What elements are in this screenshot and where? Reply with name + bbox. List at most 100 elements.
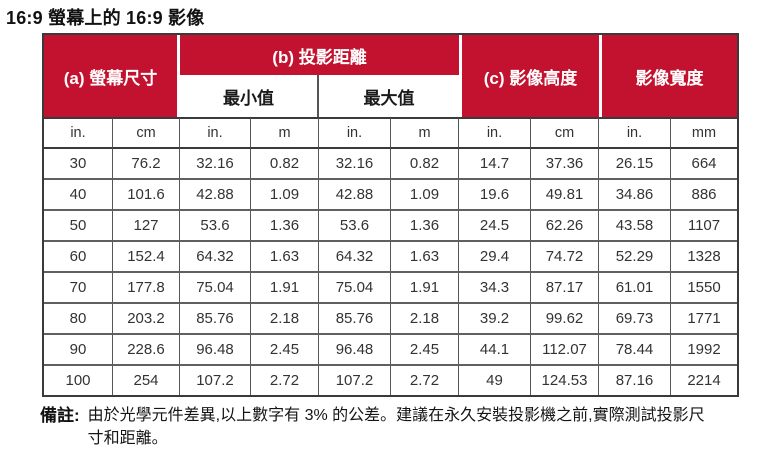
unit-cell: mm xyxy=(671,117,737,149)
projection-table-container: (a) 螢幕尺寸 (b) 投影距離 (c) 影像高度 影像寬度 最小值 最大值 … xyxy=(42,33,739,397)
table-cell: 1771 xyxy=(671,304,737,335)
table-cell: 52.29 xyxy=(599,242,671,273)
table-body: 30 76.2 32.16 0.82 32.16 0.82 14.7 37.36 26.15 66… xyxy=(44,149,737,395)
table-row: 100 254 107.2 2.72 107.2 2.72 49 124.53 87.16 221… xyxy=(44,366,737,395)
table-cell: 1.36 xyxy=(391,211,459,242)
table-cell: 2.72 xyxy=(251,366,319,395)
table-row: 80 203.2 85.76 2.18 85.76 2.18 39.2 99.62 69.73 1… xyxy=(44,304,737,335)
table-row: 50 127 53.6 1.36 53.6 1.36 24.5 62.26 43.58 1107 xyxy=(44,211,737,242)
table-cell: 96.48 xyxy=(319,335,391,366)
table-cell: 78.44 xyxy=(599,335,671,366)
unit-cell: in. xyxy=(44,117,113,149)
table-cell: 228.6 xyxy=(113,335,180,366)
table-cell: 40 xyxy=(44,180,113,211)
header-min-value: 最小值 xyxy=(180,75,319,117)
table-cell: 37.36 xyxy=(531,149,599,180)
table-cell: 664 xyxy=(671,149,737,180)
table-cell: 49.81 xyxy=(531,180,599,211)
table-cell: 24.5 xyxy=(459,211,531,242)
table-cell: 76.2 xyxy=(113,149,180,180)
header-max-value: 最大值 xyxy=(319,75,459,117)
table-cell: 100 xyxy=(44,366,113,395)
table-cell: 107.2 xyxy=(180,366,251,395)
table-cell: 61.01 xyxy=(599,273,671,304)
table-cell: 2.18 xyxy=(391,304,459,335)
table-cell: 62.26 xyxy=(531,211,599,242)
table-row: 70 177.8 75.04 1.91 75.04 1.91 34.3 87.17 61.01 1… xyxy=(44,273,737,304)
table-cell: 2.45 xyxy=(391,335,459,366)
table-cell: 53.6 xyxy=(319,211,391,242)
note: 備註: 由於光學元件差異,以上數字有 3% 的公差。建議在永久安裝投影機之前,實… xyxy=(40,404,760,450)
header-row-minmax: 最小值 最大值 xyxy=(44,75,737,117)
table-cell: 42.88 xyxy=(319,180,391,211)
header-row-main: (a) 螢幕尺寸 (b) 投影距離 (c) 影像高度 影像寬度 xyxy=(44,35,737,117)
table-cell: 1.09 xyxy=(391,180,459,211)
table-cell: 1.09 xyxy=(251,180,319,211)
unit-cell: in. xyxy=(459,117,531,149)
table-cell: 44.1 xyxy=(459,335,531,366)
table-cell: 1.91 xyxy=(251,273,319,304)
table-cell: 42.88 xyxy=(180,180,251,211)
table-cell: 112.07 xyxy=(531,335,599,366)
table-cell: 99.62 xyxy=(531,304,599,335)
table-cell: 96.48 xyxy=(180,335,251,366)
unit-cell: cm xyxy=(531,117,599,149)
table-cell: 127 xyxy=(113,211,180,242)
table-cell: 87.16 xyxy=(599,366,671,395)
header-image-width: 影像寬度 xyxy=(599,35,737,117)
header-projection-distance: (b) 投影距離 xyxy=(180,35,459,75)
table-cell: 39.2 xyxy=(459,304,531,335)
table-cell: 70 xyxy=(44,273,113,304)
table-cell: 29.4 xyxy=(459,242,531,273)
table-row: 40 101.6 42.88 1.09 42.88 1.09 19.6 49.81 34.86 8… xyxy=(44,180,737,211)
table-cell: 49 xyxy=(459,366,531,395)
table-cell: 2.18 xyxy=(251,304,319,335)
table-cell: 26.15 xyxy=(599,149,671,180)
table-cell: 1.63 xyxy=(391,242,459,273)
table-cell: 32.16 xyxy=(180,149,251,180)
table-cell: 87.17 xyxy=(531,273,599,304)
unit-cell: m xyxy=(251,117,319,149)
table-row: 90 228.6 96.48 2.45 96.48 2.45 44.1 112.07 78.44… xyxy=(44,335,737,366)
table-cell: 69.73 xyxy=(599,304,671,335)
table-cell: 1.36 xyxy=(251,211,319,242)
table-row: 30 76.2 32.16 0.82 32.16 0.82 14.7 37.36 26.15 66… xyxy=(44,149,737,180)
table-cell: 14.7 xyxy=(459,149,531,180)
table-cell: 1.63 xyxy=(251,242,319,273)
table-cell: 2.72 xyxy=(391,366,459,395)
unit-cell: m xyxy=(391,117,459,149)
table-cell: 1107 xyxy=(671,211,737,242)
table-cell: 101.6 xyxy=(113,180,180,211)
table-cell: 60 xyxy=(44,242,113,273)
note-label: 備註: xyxy=(40,406,80,425)
unit-cell: in. xyxy=(180,117,251,149)
unit-cell: cm xyxy=(113,117,180,149)
table-cell: 32.16 xyxy=(319,149,391,180)
table-cell: 1992 xyxy=(671,335,737,366)
table-cell: 0.82 xyxy=(391,149,459,180)
table-cell: 30 xyxy=(44,149,113,180)
table-cell: 34.86 xyxy=(599,180,671,211)
table-cell: 1328 xyxy=(671,242,737,273)
header-screen-size: (a) 螢幕尺寸 xyxy=(44,35,180,117)
table-cell: 85.76 xyxy=(319,304,391,335)
page-title: 16:9 螢幕上的 16:9 影像 xyxy=(6,8,205,28)
table-cell: 1.91 xyxy=(391,273,459,304)
table-cell: 107.2 xyxy=(319,366,391,395)
table-cell: 886 xyxy=(671,180,737,211)
table-cell: 80 xyxy=(44,304,113,335)
units-row: in. cm in. m in. m in. cm in. mm xyxy=(44,117,737,149)
table-cell: 2.45 xyxy=(251,335,319,366)
note-text: 由於光學元件差異,以上數字有 3% 的公差。建議在永久安裝投影機之前,實際測試投… xyxy=(87,407,705,448)
projection-distance-table: (a) 螢幕尺寸 (b) 投影距離 (c) 影像高度 影像寬度 最小值 最大值 … xyxy=(42,33,739,397)
header-image-height: (c) 影像高度 xyxy=(459,35,599,117)
table-cell: 19.6 xyxy=(459,180,531,211)
table-cell: 254 xyxy=(113,366,180,395)
table-cell: 53.6 xyxy=(180,211,251,242)
table-cell: 177.8 xyxy=(113,273,180,304)
table-cell: 50 xyxy=(44,211,113,242)
table-cell: 75.04 xyxy=(180,273,251,304)
table-cell: 75.04 xyxy=(319,273,391,304)
table-cell: 152.4 xyxy=(113,242,180,273)
